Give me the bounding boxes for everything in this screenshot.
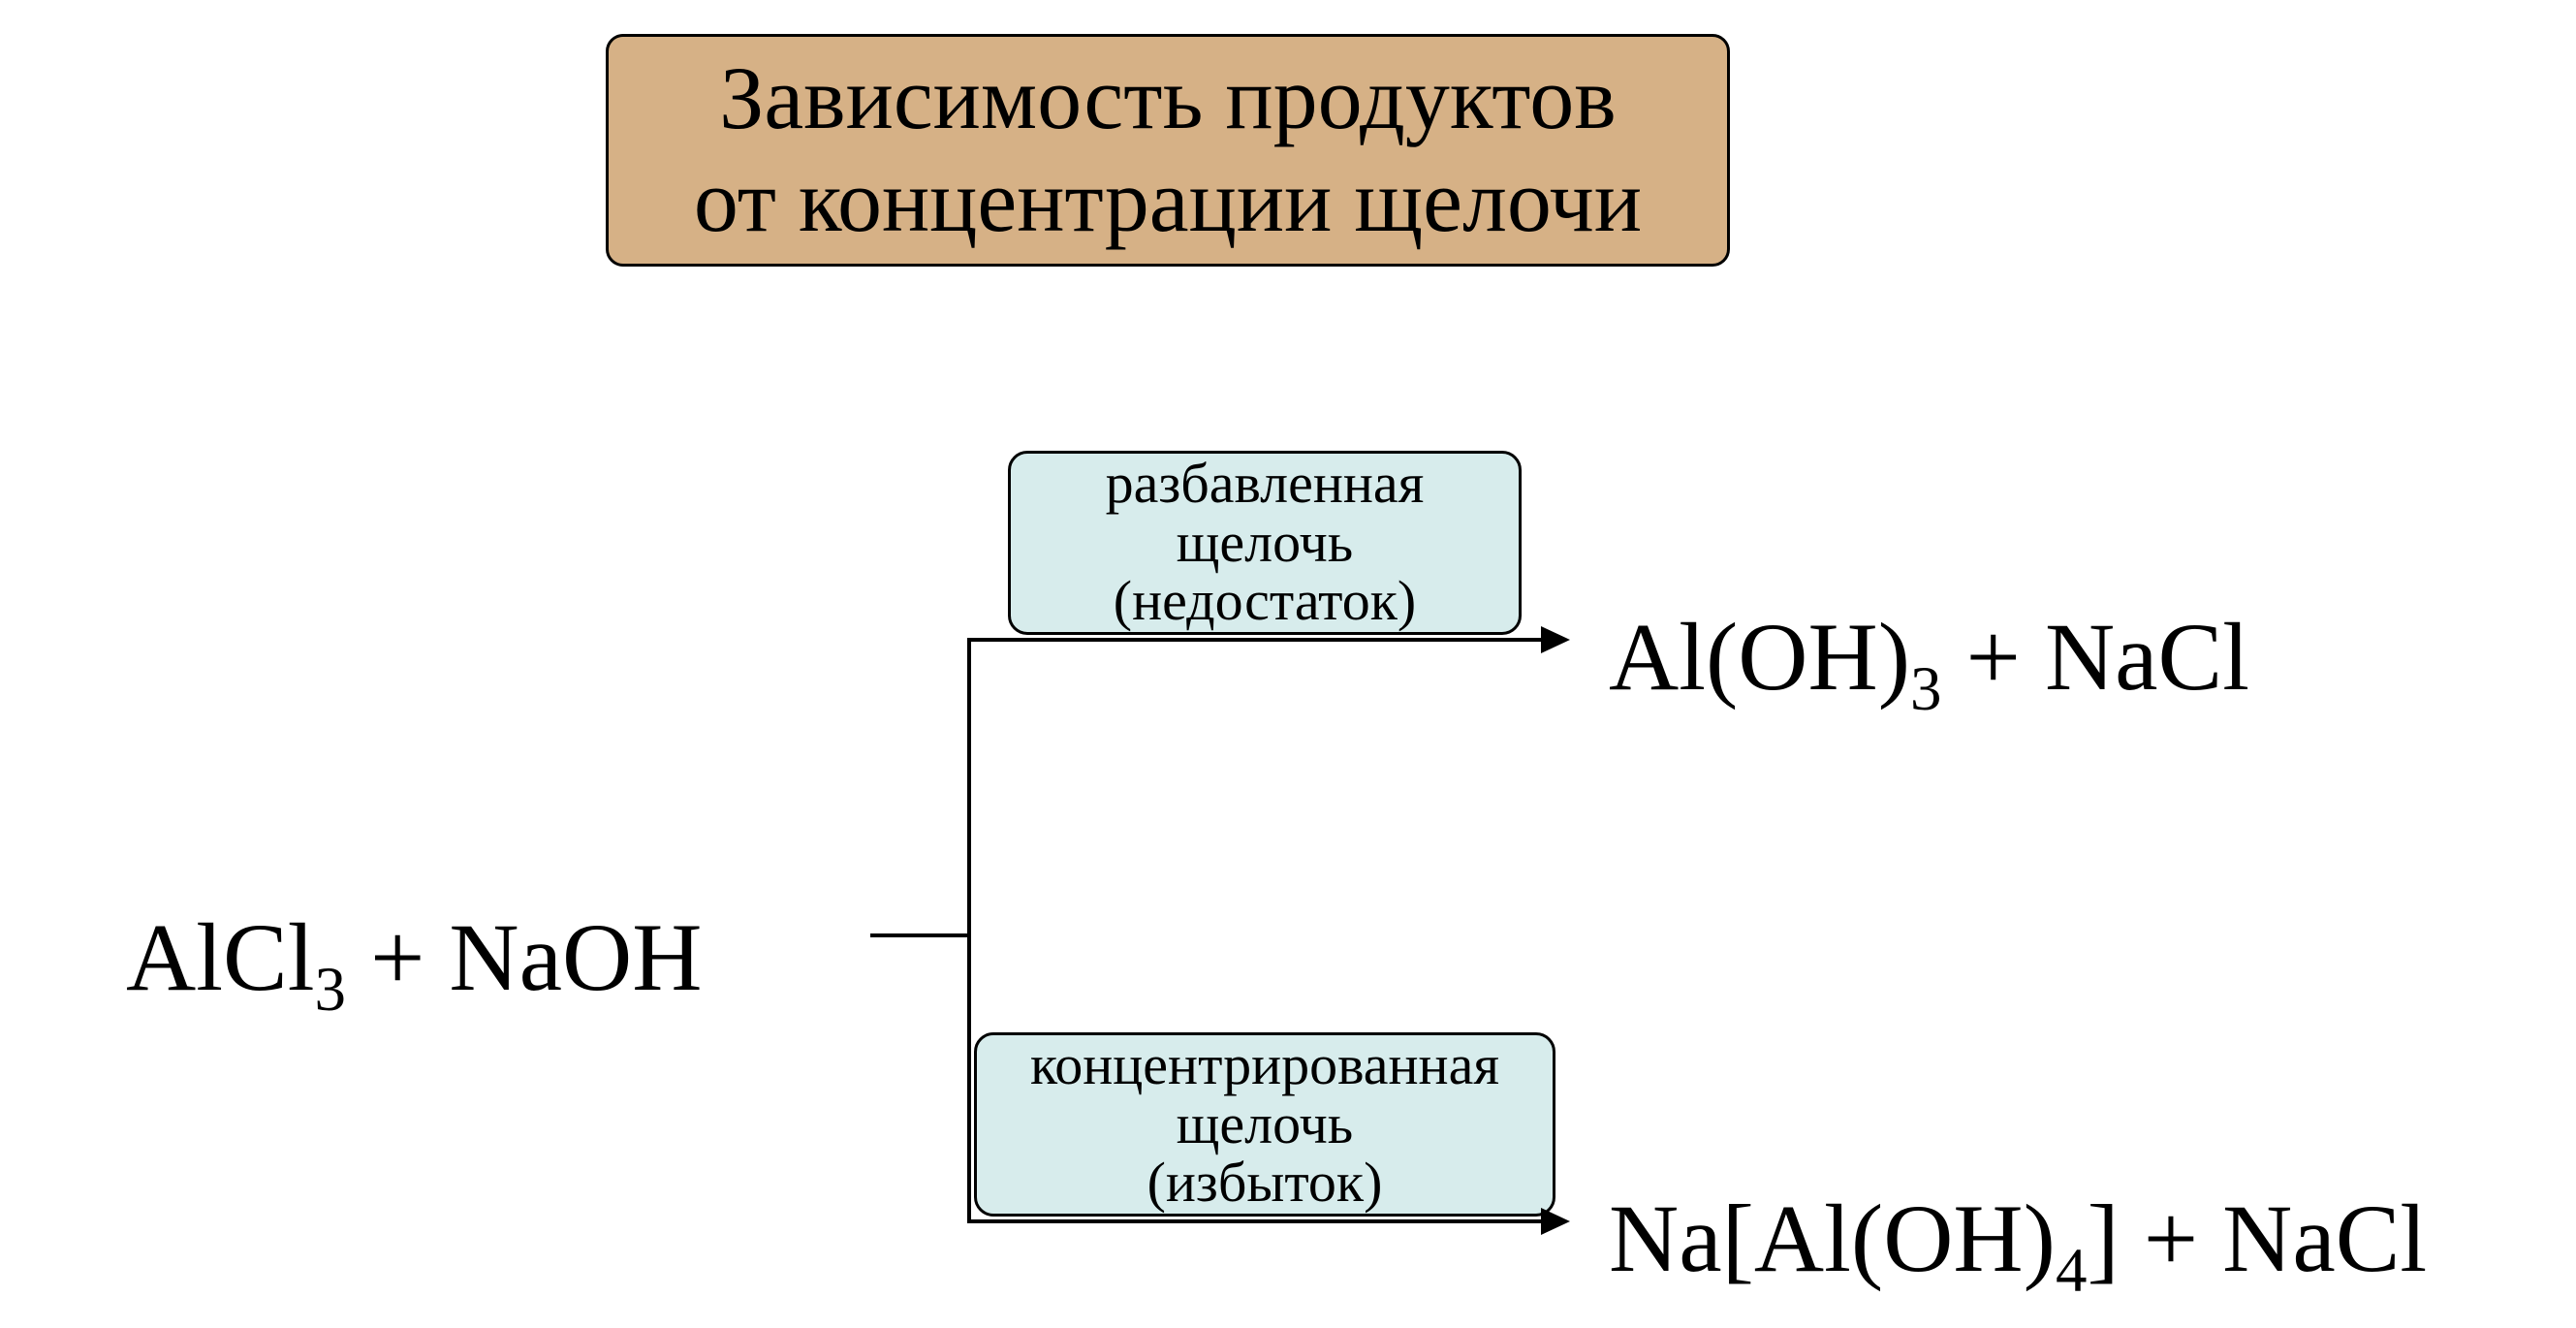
condition-top-line-3: (недостаток): [1114, 572, 1416, 631]
condition-top-line-2: щелочь: [1177, 514, 1353, 573]
product-bottom-formula: Na[Al(OH)4] + NaCl: [1609, 1183, 2427, 1294]
title-line-1: Зависимость продуктов: [719, 47, 1616, 150]
condition-top-box: разбавленная щелочь (недостаток): [1008, 451, 1522, 635]
title-box: Зависимость продуктов от концентрации ще…: [606, 34, 1730, 267]
condition-bottom-box: концентрированная щелочь (избыток): [974, 1032, 1555, 1217]
title-line-2: от концентрации щелочи: [694, 150, 1642, 253]
reactant-formula: AlCl3 + NaOH: [126, 901, 702, 1013]
condition-bottom-line-2: щелочь: [1177, 1095, 1353, 1154]
condition-bottom-line-1: концентрированная: [1030, 1036, 1499, 1095]
condition-top-line-1: разбавленная: [1106, 455, 1425, 514]
product-top-formula: Al(OH)3 + NaCl: [1609, 601, 2249, 712]
condition-bottom-line-3: (избыток): [1147, 1154, 1383, 1213]
